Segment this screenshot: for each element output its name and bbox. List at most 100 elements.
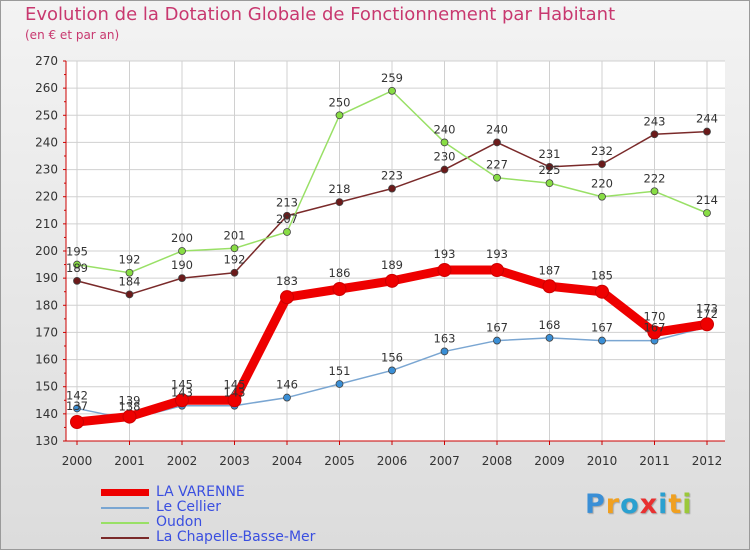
data-label-le-cellier: 142 [66, 388, 88, 402]
data-label-le-cellier: 163 [434, 331, 456, 345]
legend-label-la-chapelle-basse-mer: La Chapelle-Basse-Mer [156, 529, 316, 545]
data-point-oudon [178, 247, 186, 255]
data-label-oudon: 195 [66, 245, 88, 259]
data-point-la-varenne [542, 279, 557, 294]
data-point-oudon [440, 138, 449, 147]
data-label-la-varenne: 185 [591, 269, 613, 283]
logo-letter: i [658, 489, 669, 520]
y-tick-label: 170 [35, 325, 58, 339]
y-tick-label: 130 [35, 434, 58, 448]
data-label-oudon: 240 [434, 122, 456, 136]
data-label-oudon: 220 [591, 177, 613, 191]
data-label-la-chapelle-basse-mer: 190 [171, 258, 193, 272]
x-tick-label: 2003 [219, 454, 250, 468]
data-label-la-varenne: 173 [696, 301, 718, 315]
data-point-le-cellier [283, 393, 291, 402]
data-label-la-varenne: 193 [434, 247, 456, 261]
data-label-la-chapelle-basse-mer: 240 [486, 122, 508, 136]
y-tick-label: 270 [35, 54, 58, 68]
data-label-oudon: 259 [381, 71, 403, 85]
data-label-la-varenne: 183 [276, 274, 298, 288]
data-label-le-cellier: 167 [486, 321, 508, 335]
data-point-la-chapelle-basse-mer [230, 268, 239, 277]
data-point-le-cellier [440, 347, 449, 356]
data-label-la-varenne: 189 [381, 258, 403, 272]
data-point-le-cellier [335, 380, 344, 388]
x-tick-label: 2011 [639, 454, 670, 468]
data-label-oudon: 192 [119, 253, 141, 267]
data-point-la-chapelle-basse-mer [650, 130, 659, 139]
x-tick-label: 2010 [587, 454, 618, 468]
x-tick-label: 2009 [534, 454, 565, 468]
data-point-la-varenne [490, 263, 504, 277]
data-label-la-chapelle-basse-mer: 244 [696, 112, 718, 126]
data-point-oudon [335, 111, 344, 120]
data-label-oudon: 222 [644, 171, 666, 185]
data-point-la-chapelle-basse-mer [703, 127, 711, 136]
x-tick-label: 2007 [429, 454, 460, 468]
data-label-la-chapelle-basse-mer: 218 [329, 182, 351, 196]
data-label-la-chapelle-basse-mer: 232 [591, 144, 613, 158]
data-label-la-varenne: 170 [644, 309, 666, 323]
logo-letter: r [605, 489, 621, 520]
data-point-la-chapelle-basse-mer [388, 184, 396, 193]
data-point-le-cellier [388, 366, 396, 375]
y-tick-label: 230 [35, 163, 58, 177]
data-point-la-varenne [595, 284, 609, 299]
data-label-la-chapelle-basse-mer: 230 [434, 150, 456, 164]
x-tick-label: 2001 [114, 454, 145, 468]
legend-label-le-cellier: Le Cellier [156, 499, 222, 515]
logo-letter: o [620, 489, 640, 520]
data-point-la-varenne [175, 393, 189, 408]
y-tick-label: 250 [35, 108, 58, 122]
data-point-la-varenne [227, 393, 242, 408]
data-label-la-chapelle-basse-mer: 223 [381, 169, 403, 183]
data-label-la-varenne: 137 [66, 399, 88, 413]
y-tick-label: 240 [35, 135, 58, 149]
data-point-la-chapelle-basse-mer [493, 138, 501, 147]
data-point-la-chapelle-basse-mer [335, 198, 344, 207]
data-label-la-varenne: 139 [119, 394, 141, 408]
logo-letter: t [668, 489, 683, 520]
y-tick-label: 160 [35, 353, 58, 367]
data-label-la-varenne: 187 [539, 263, 561, 277]
chart-subtitle: (en € et par an) [25, 28, 120, 42]
data-label-le-cellier: 143 [171, 386, 193, 400]
proxiti-logo: Proxiti [585, 489, 693, 520]
legend-swatch-la-varenne [101, 489, 149, 496]
data-label-le-cellier: 167 [644, 321, 666, 335]
data-point-oudon [598, 192, 606, 201]
x-tick-label: 2008 [482, 454, 513, 468]
legend-swatch-la-chapelle-basse-mer [101, 537, 149, 539]
data-point-la-varenne [700, 317, 714, 332]
data-point-oudon [283, 228, 291, 236]
legend-swatch-oudon [101, 522, 149, 524]
data-label-la-chapelle-basse-mer: 184 [119, 274, 141, 288]
data-point-la-varenne [385, 273, 399, 288]
y-tick-label: 210 [35, 217, 58, 231]
data-label-le-cellier: 146 [276, 378, 298, 392]
data-label-oudon: 201 [224, 228, 246, 242]
data-point-la-chapelle-basse-mer [125, 290, 134, 299]
data-label-oudon: 227 [486, 158, 508, 172]
data-label-le-cellier: 168 [539, 318, 561, 332]
x-tick-label: 2005 [324, 454, 355, 468]
data-point-oudon [388, 86, 396, 95]
data-point-la-chapelle-basse-mer [598, 160, 606, 169]
legend-swatch-le-cellier [101, 507, 149, 509]
x-tick-label: 2004 [272, 454, 303, 468]
data-point-oudon [230, 244, 239, 253]
data-point-la-varenne [437, 263, 452, 277]
data-label-le-cellier: 156 [381, 350, 403, 364]
legend-label-la-varenne: LA VARENNE [156, 484, 245, 500]
legend-label-oudon: Oudon [156, 514, 203, 530]
data-point-la-varenne [70, 415, 84, 429]
x-tick-label: 2002 [167, 454, 198, 468]
y-tick-label: 150 [35, 380, 58, 394]
data-label-la-varenne: 193 [486, 247, 508, 261]
data-label-le-cellier: 167 [591, 321, 613, 335]
y-tick-label: 220 [35, 190, 58, 204]
data-label-la-chapelle-basse-mer: 243 [644, 114, 666, 128]
